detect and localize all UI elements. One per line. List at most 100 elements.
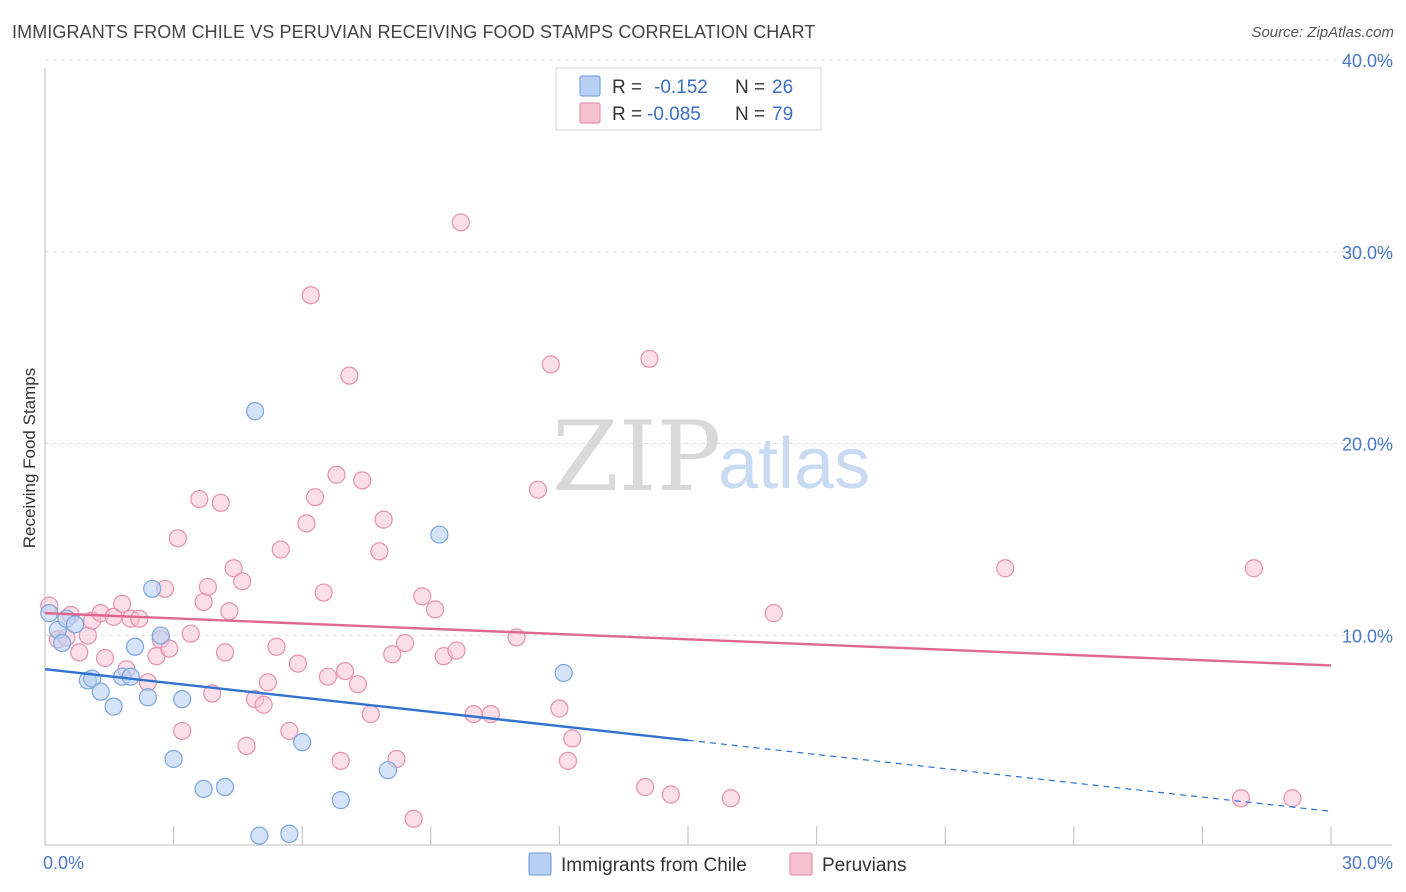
- legend-chile-swatch: [579, 75, 601, 97]
- peruvians-point: [404, 809, 423, 828]
- y-tick-label: 30.0%: [1342, 243, 1393, 263]
- legend-peru-n-label: N =: [735, 104, 765, 125]
- chart-title: IMMIGRANTS FROM CHILE VS PERUVIAN RECEIV…: [12, 22, 816, 42]
- peruvians-point: [194, 592, 213, 612]
- peruvians-point: [374, 510, 393, 529]
- peruvians-point: [258, 673, 278, 692]
- chile-point: [293, 733, 312, 752]
- peruvians-point: [220, 602, 239, 621]
- peruvians-point: [335, 661, 355, 681]
- peruvians-point: [1283, 789, 1302, 808]
- peruvians-point: [764, 604, 783, 623]
- peruvians-point: [233, 572, 252, 591]
- chile-point: [65, 615, 85, 634]
- chile-point: [250, 826, 269, 845]
- peruvians-point: [550, 699, 569, 718]
- chile-trend-extension: [687, 739, 1332, 812]
- peruvians-point: [288, 654, 308, 673]
- chile-point: [194, 779, 213, 799]
- watermark: ZIP atlas: [552, 401, 870, 513]
- peruvians-point: [237, 736, 256, 755]
- peruvians-point: [636, 777, 655, 797]
- peruvians-point: [168, 529, 187, 548]
- peruvians-point: [1231, 789, 1251, 808]
- watermark-zip: ZIP: [552, 401, 721, 513]
- peruvians-point: [271, 540, 290, 559]
- peruvians-point: [297, 514, 316, 533]
- peruvians-point: [70, 643, 89, 662]
- peruvians-point: [327, 465, 346, 484]
- peruvians-point: [318, 667, 338, 686]
- legend-peru-r-label: R =: [612, 104, 642, 125]
- peruvians-point: [280, 721, 299, 741]
- legend-chile-n-value: 26: [772, 77, 793, 98]
- chile-point: [554, 663, 573, 683]
- peruvians-point: [395, 633, 415, 653]
- peruvians-point: [370, 542, 389, 561]
- correlation-legend: R = -0.152 N = 26 R = -0.085 N = 79: [555, 67, 822, 131]
- axes: [44, 68, 1392, 846]
- peruvians-point: [721, 789, 740, 808]
- peruvians-point: [181, 624, 200, 643]
- chile-point: [104, 697, 123, 716]
- y-tick-label: 40.0%: [1342, 51, 1393, 71]
- chile-points: [40, 402, 573, 845]
- peruvians-point: [301, 286, 320, 305]
- peruvians-point: [528, 480, 548, 499]
- chile-point: [430, 525, 449, 544]
- peruvians-point: [211, 493, 230, 512]
- chile-point: [138, 688, 157, 707]
- peruvians-point: [353, 471, 372, 490]
- peruvians-point: [305, 488, 325, 507]
- legend-chile-r-value: -0.152: [654, 77, 708, 98]
- peruvians-point: [464, 704, 483, 724]
- chile-point: [173, 690, 192, 709]
- source-attribution: Source: ZipAtlas.com: [1251, 24, 1394, 41]
- chile-point: [143, 579, 162, 598]
- peruvians-point: [215, 643, 235, 662]
- peruvians-point: [447, 641, 466, 660]
- chile-point: [245, 402, 265, 421]
- bottom-legend-peru-swatch: [789, 852, 813, 876]
- y-axis-label: Receiving Food Stamps: [20, 368, 39, 548]
- x-tick-labels: 0.0% 30.0%: [43, 853, 1393, 873]
- peruvians-points: [40, 213, 1302, 828]
- peruvians-point: [173, 721, 192, 741]
- x-tick-label: 0.0%: [43, 853, 84, 873]
- x-tick-label: 30.0%: [1342, 853, 1393, 873]
- peruvians-point: [224, 559, 243, 578]
- peruvians-point: [563, 729, 582, 748]
- series-legend: Immigrants from Chile Peruvians: [528, 852, 907, 876]
- chile-trend-line: [44, 668, 689, 742]
- peruvians-point: [558, 751, 578, 770]
- legend-peru-swatch: [579, 102, 601, 124]
- peruvians-point: [413, 587, 432, 606]
- peruvians-point: [451, 213, 470, 232]
- peruvians-point: [198, 577, 217, 597]
- peruvians-point: [348, 675, 368, 694]
- chile-point: [121, 667, 140, 686]
- peruvians-point: [361, 704, 380, 724]
- peruvians-point: [1244, 559, 1263, 578]
- y-tick-label: 20.0%: [1342, 435, 1393, 455]
- peruvians-point: [661, 785, 680, 804]
- peruvians-point: [267, 637, 286, 656]
- chile-point: [280, 824, 299, 843]
- y-tick-labels: 10.0% 20.0% 30.0% 40.0%: [1342, 51, 1393, 646]
- peruvians-point: [996, 559, 1015, 578]
- chile-point: [53, 633, 72, 653]
- legend-chile-n-label: N =: [735, 77, 765, 98]
- peruvians-point: [640, 349, 659, 368]
- chile-point: [151, 626, 170, 645]
- legend-peru-r-value: -0.085: [647, 104, 701, 125]
- bottom-legend-peru-label: Peruvians: [822, 855, 907, 876]
- trend-lines: [44, 611, 1332, 812]
- chile-point: [215, 777, 235, 797]
- bottom-legend-chile-label: Immigrants from Chile: [561, 855, 747, 876]
- chile-point: [331, 791, 350, 810]
- watermark-atlas: atlas: [718, 424, 870, 504]
- chile-point: [125, 637, 145, 656]
- peruvians-point: [541, 355, 560, 374]
- peruvians-point: [160, 639, 179, 658]
